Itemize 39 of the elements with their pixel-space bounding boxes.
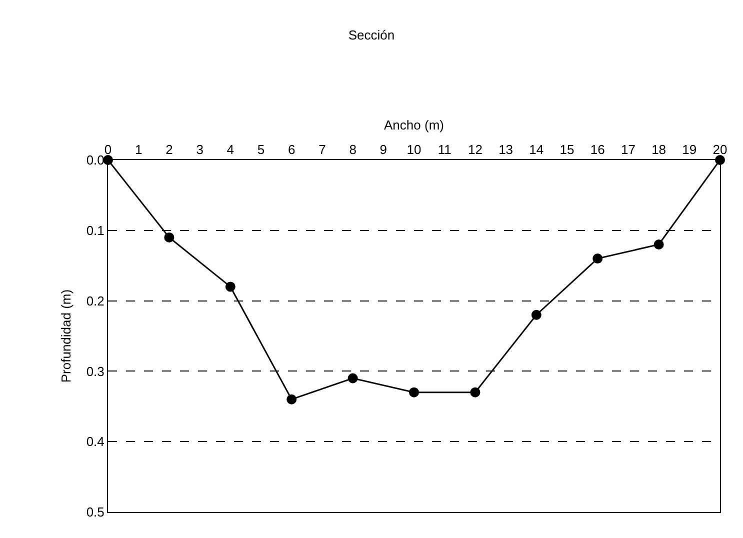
x-tick-label: 14 [529, 142, 544, 157]
point [470, 387, 480, 398]
x-tick-label: 10 [406, 142, 422, 157]
y-tick-label: 0.4 [86, 434, 104, 450]
x-tick-label: 19 [682, 142, 697, 157]
y-tick-label: 0.1 [86, 222, 104, 238]
point [654, 239, 664, 250]
x-tick-label: 20 [712, 142, 728, 157]
x-axis-title: Ancho (m) [384, 118, 444, 133]
y-tick-label: 0.3 [86, 364, 104, 379]
x-tick-label: 5 [257, 142, 265, 157]
point [409, 387, 419, 398]
x-tick-label: 15 [560, 142, 574, 157]
x-tick-label: 6 [288, 142, 296, 157]
point [164, 232, 174, 242]
point [531, 310, 542, 320]
point [225, 282, 236, 292]
x-tick-label: 17 [620, 142, 636, 157]
x-tick-label: 3 [196, 142, 204, 157]
y-tick-label: 0.5 [86, 504, 104, 520]
x-tick-label: 4 [226, 142, 234, 157]
y-axis-title: Profundidad (m) [58, 289, 74, 383]
x-tick-label: 1 [134, 142, 142, 157]
x-tick-label: 2 [166, 142, 173, 157]
y-tick-label: 0.0 [86, 152, 104, 168]
point [348, 373, 358, 384]
x-tick-label: 16 [590, 142, 605, 157]
x-tick-label: 9 [380, 142, 388, 157]
x-tick-label: 13 [498, 142, 514, 157]
x-tick-label: 18 [652, 142, 666, 157]
point [592, 254, 603, 264]
chart-title: Sección [348, 28, 395, 43]
x-tick-label: 12 [468, 142, 482, 157]
x-tick-label: 7 [318, 142, 326, 157]
point [286, 394, 297, 404]
x-tick-label: 0 [104, 142, 112, 157]
x-tick-label: 8 [349, 142, 356, 157]
y-tick-label: 0.2 [86, 293, 104, 308]
x-tick-label: 11 [438, 142, 452, 157]
